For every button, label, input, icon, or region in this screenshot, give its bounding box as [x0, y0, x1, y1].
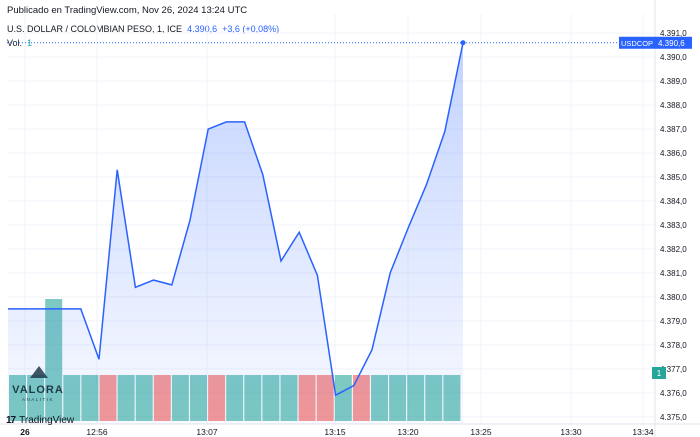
y-tick-label: 4.387,0 — [660, 125, 687, 134]
x-tick-label: 13:25 — [470, 427, 492, 437]
price-change: +3,6 (+0,08%) — [222, 24, 280, 34]
x-tick-label: 13:30 — [560, 427, 582, 437]
y-tick-label: 4.380,0 — [660, 293, 687, 302]
y-tick-label: 4.383,0 — [660, 221, 687, 230]
y-tick-label: 4.378,0 — [660, 341, 687, 350]
volume-badge — [652, 367, 666, 379]
y-tick-label: 4.385,0 — [660, 173, 687, 182]
price-line — [8, 42, 464, 397]
y-tick-label: 4.379,0 — [660, 317, 687, 326]
y-tick-label: 4.391,0 — [660, 29, 687, 38]
y-tick-label: 4.381,0 — [660, 269, 687, 278]
volume-badge-value: 1 — [657, 369, 662, 378]
price-tag-value: 4.390,6 — [658, 39, 685, 48]
symbol-tag — [619, 36, 655, 49]
y-tick-label: 4.375,0 — [660, 413, 687, 422]
volume-legend: Vol. 1 — [7, 38, 32, 48]
y-tick-label: 4.384,0 — [660, 197, 687, 206]
volume-label[interactable]: Vol. — [7, 38, 23, 48]
y-tick-label: 4.386,0 — [660, 149, 687, 158]
price-area — [8, 40, 466, 425]
time-axis: 26 12:56 13:07 13:15 13:20 13:25 13:30 13:34 — [20, 427, 654, 437]
y-tick-label: 4.376,0 — [660, 389, 687, 398]
y-tick-label: 4.388,0 — [660, 101, 687, 110]
x-tick-label: 12:56 — [86, 427, 108, 437]
x-tick-label: 13:34 — [632, 427, 654, 437]
price-tag — [655, 36, 692, 49]
y-tick-label: 4.382,0 — [660, 245, 687, 254]
x-tick-label: 13:15 — [324, 427, 346, 437]
symbol-legend: U.S. DOLLAR / COLOMBIAN PESO, 1, ICE 4.3… — [7, 24, 279, 34]
published-info: Publicado en TradingView.com, Nov 26, 20… — [7, 5, 248, 16]
footer-brand[interactable]: TradingView — [19, 415, 75, 426]
watermark-name: VALORA — [12, 384, 64, 396]
watermark-sub: ANALITIK — [22, 397, 54, 402]
x-tick-label: 13:20 — [397, 427, 419, 437]
x-tick-label: 13:07 — [196, 427, 218, 437]
last-price: 4.390,6 — [187, 24, 218, 34]
valora-logo-icon — [30, 366, 48, 378]
price-axis: 4.375,0 4.376,0 4.377,0 4.378,0 4.379,0 4.380… — [660, 29, 687, 422]
x-tick-label: 26 — [20, 427, 30, 437]
symbol-name[interactable]: U.S. DOLLAR / COLOMBIAN PESO, 1, ICE — [7, 24, 183, 34]
price-area-fill — [8, 42, 463, 425]
y-tick-label: 4.377,0 — [660, 365, 687, 374]
y-tick-label: 4.389,0 — [660, 77, 687, 86]
tradingview-logo-icon: 17 — [6, 415, 16, 426]
symbol-tag-label: USDCOP — [621, 39, 653, 48]
y-tick-label: 4.390,0 — [660, 53, 687, 62]
footer: 17 TradingView — [6, 415, 74, 426]
volume-value: 1 — [27, 38, 33, 48]
